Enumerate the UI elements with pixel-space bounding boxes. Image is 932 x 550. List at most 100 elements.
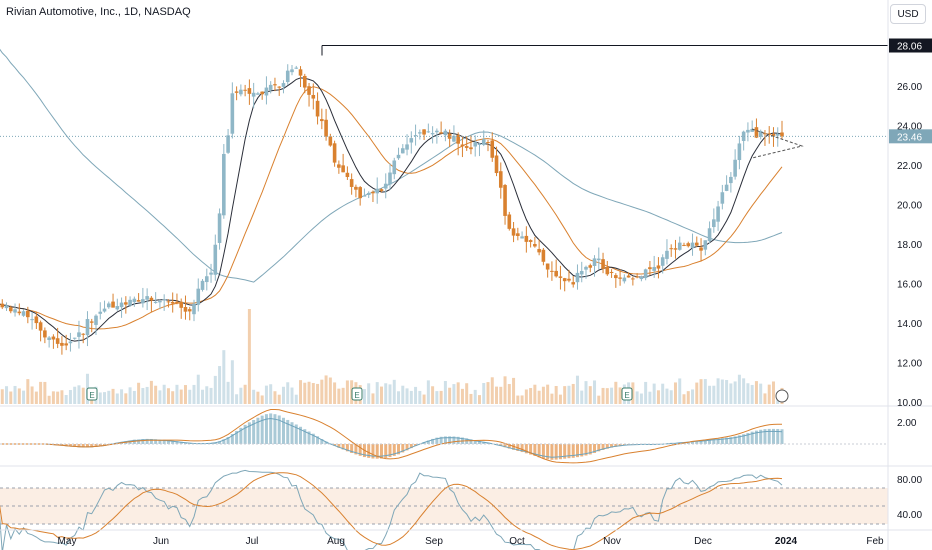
macd-bar [64, 444, 68, 447]
volume-bar [605, 388, 609, 404]
volume-bar [115, 393, 119, 404]
candle-body [30, 319, 34, 321]
macd-bar [132, 439, 136, 444]
volume-bar [537, 390, 541, 404]
macd-bar [316, 436, 320, 444]
volume-bar [503, 376, 507, 404]
candle-body [141, 299, 145, 304]
macd-bar [337, 444, 341, 448]
candle-body [456, 134, 460, 144]
candle-body [8, 307, 13, 312]
candle-body [124, 302, 128, 305]
volume-bar [132, 390, 136, 404]
volume-bar [158, 390, 162, 404]
currency-button[interactable]: USD [890, 4, 926, 24]
macd-panel [0, 405, 932, 464]
candle-body [639, 276, 644, 280]
volume-bar [422, 394, 426, 404]
volume-bar [414, 386, 418, 404]
volume-bar [226, 381, 230, 404]
candle-body [771, 133, 776, 136]
volume-bar [137, 382, 141, 404]
candle-body [754, 127, 759, 138]
high-price-tag [889, 38, 932, 53]
volume-bar [26, 379, 30, 404]
volume-bar [384, 383, 388, 404]
volume-bar [443, 380, 447, 404]
macd-bar [367, 444, 371, 458]
candle-body [332, 143, 337, 163]
macd-tick-label: 2.00 [897, 418, 917, 429]
candle-body [498, 171, 503, 188]
candle-body [196, 288, 201, 305]
candle-body [388, 172, 392, 185]
macd-bar [452, 436, 456, 444]
volume-bar [281, 386, 285, 404]
macd-line [0, 417, 783, 458]
volume-bar [77, 385, 81, 404]
candle-body [239, 89, 243, 95]
volume-bar [34, 391, 38, 404]
candle-body [179, 301, 184, 308]
macd-bar [771, 428, 775, 444]
volume-bar [495, 386, 499, 404]
volume-bar [379, 386, 383, 404]
candle-body [490, 140, 495, 158]
rsi-tick-label: 80.00 [897, 475, 922, 486]
candle-body [337, 164, 341, 168]
candle-body [503, 185, 507, 216]
macd-bar [397, 444, 401, 455]
price-axis[interactable]: 10.00 12.00 14.00 16.00 18.00 20.00 22.00 24.00… [887, 0, 932, 550]
earnings-label: E [89, 391, 94, 400]
macd-bar [371, 444, 375, 459]
time-tick-label: Jun [153, 536, 169, 547]
candle-body [780, 132, 784, 137]
candle-body [21, 311, 26, 316]
macd-bar [712, 438, 716, 444]
macd-bar [695, 440, 699, 444]
volume-bar [286, 382, 290, 404]
volume-bar [141, 388, 145, 404]
macd-bar [260, 415, 264, 444]
macd-bar [754, 430, 758, 444]
high-price-label: 28.06 [897, 42, 922, 53]
candle-body [77, 332, 81, 337]
candle-body [345, 172, 350, 178]
macd-bar [145, 438, 149, 444]
candle-body [260, 91, 264, 95]
macd-bar [388, 444, 392, 458]
candle-body [720, 192, 725, 204]
candle-body [405, 144, 409, 150]
candle-body [302, 75, 307, 88]
earnings-label: E [354, 391, 359, 400]
candle-body [251, 92, 256, 97]
macd-bar [409, 444, 413, 449]
volume-bar [30, 386, 34, 404]
volume-bar [375, 382, 379, 404]
candle-body [686, 243, 691, 247]
macd-bar [239, 427, 243, 444]
candle-body [494, 155, 499, 174]
candle-body [17, 311, 22, 314]
macd-bar [281, 417, 285, 444]
time-tick-label: 2024 [775, 536, 798, 547]
candle-body [226, 135, 230, 153]
price-tick-label: 16.00 [897, 280, 922, 291]
candle-body [443, 130, 448, 136]
volume-bar [17, 388, 21, 404]
volume-bar [103, 392, 107, 404]
time-axis[interactable]: May Jun Jul Aug Sep Oct Nov Dec 2024 Feb [0, 529, 932, 547]
volume-bar [435, 391, 439, 404]
candle-body [98, 311, 103, 314]
candle-body [660, 257, 665, 266]
macd-bar [320, 439, 324, 444]
time-tick-label: Dec [694, 536, 712, 547]
volume-bar [47, 395, 51, 404]
macd-bar [303, 429, 307, 444]
candle-body [64, 343, 68, 346]
volume-bar [720, 379, 724, 404]
macd-bar [584, 444, 588, 456]
macd-bar [503, 444, 507, 448]
macd-bar [563, 444, 567, 459]
